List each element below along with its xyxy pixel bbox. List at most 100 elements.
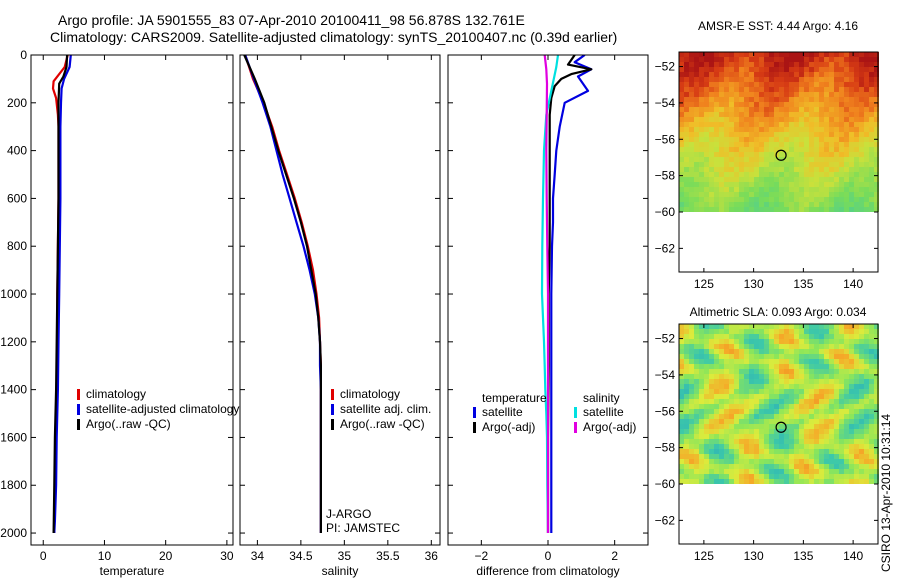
heatmap-cell: [719, 67, 724, 72]
heatmap-cell: [759, 77, 764, 82]
heatmap-cell: [819, 469, 824, 474]
heatmap-cell: [699, 122, 704, 127]
heatmap-cell: [724, 57, 729, 62]
heatmap-cell: [769, 192, 774, 197]
heatmap-cell: [864, 72, 869, 77]
heatmap-cell: [809, 449, 814, 454]
heatmap-cell: [714, 399, 719, 404]
heatmap-cell: [769, 389, 774, 394]
legend-swatch: [574, 422, 577, 433]
heatmap-cell: [694, 97, 699, 102]
heatmap-cell: [844, 364, 849, 369]
heatmap-cell: [874, 122, 879, 127]
heatmap-cell: [759, 479, 764, 484]
heatmap-cell: [719, 202, 724, 207]
heatmap-cell: [759, 444, 764, 449]
heatmap-cell: [774, 404, 779, 409]
heatmap-cell: [824, 172, 829, 177]
heatmap-cell: [849, 117, 854, 122]
heatmap-cell: [689, 157, 694, 162]
heatmap-cell: [739, 464, 744, 469]
heatmap-cell: [849, 172, 854, 177]
heatmap-cell: [714, 454, 719, 459]
heatmap-cell: [784, 192, 789, 197]
heatmap-cell: [819, 172, 824, 177]
heatmap-cell: [874, 354, 879, 359]
heatmap-cell: [709, 137, 714, 142]
heatmap-cell: [819, 409, 824, 414]
heatmap-cell: [709, 359, 714, 364]
heatmap-cell: [734, 464, 739, 469]
heatmap-cell: [759, 339, 764, 344]
heatmap-cell: [709, 394, 714, 399]
heatmap-cell: [764, 359, 769, 364]
heatmap-cell: [739, 122, 744, 127]
heatmap-cell: [874, 424, 879, 429]
heatmap-cell: [689, 167, 694, 172]
heatmap-cell: [789, 474, 794, 479]
heatmap-cell: [724, 82, 729, 87]
heatmap-cell: [754, 449, 759, 454]
heatmap-cell: [714, 379, 719, 384]
heatmap-cell: [744, 464, 749, 469]
heatmap-cell: [834, 152, 839, 157]
heatmap-cell: [739, 62, 744, 67]
heatmap-cell: [679, 434, 684, 439]
heatmap-cell: [779, 92, 784, 97]
heatmap-cell: [794, 444, 799, 449]
heatmap-cell: [859, 167, 864, 172]
heatmap-cell: [684, 67, 689, 72]
heatmap-cell: [694, 182, 699, 187]
heatmap-cell: [679, 167, 684, 172]
heatmap-cell: [799, 474, 804, 479]
heatmap-cell: [794, 87, 799, 92]
heatmap-cell: [864, 444, 869, 449]
heatmap-cell: [739, 444, 744, 449]
heatmap-cell: [724, 374, 729, 379]
heatmap-cell: [769, 207, 774, 212]
heatmap-cell: [749, 97, 754, 102]
heatmap-cell: [689, 399, 694, 404]
heatmap-cell: [679, 474, 684, 479]
heatmap-cell: [809, 424, 814, 429]
heatmap-cell: [689, 187, 694, 192]
heatmap-cell: [729, 389, 734, 394]
heatmap-cell: [714, 389, 719, 394]
heatmap-cell: [694, 207, 699, 212]
heatmap-cell: [749, 384, 754, 389]
heatmap-cell: [739, 359, 744, 364]
heatmap-cell: [854, 87, 859, 92]
x-tick-label: 130: [744, 277, 764, 291]
heatmap-cell: [849, 464, 854, 469]
heatmap-cell: [794, 354, 799, 359]
heatmap-cell: [839, 384, 844, 389]
heatmap-cell: [694, 429, 699, 434]
heatmap-cell: [684, 107, 689, 112]
heatmap-cell: [719, 182, 724, 187]
heatmap-cell: [689, 132, 694, 137]
heatmap-cell: [689, 207, 694, 212]
heatmap-cell: [684, 187, 689, 192]
heatmap-cell: [689, 67, 694, 72]
heatmap-cell: [689, 97, 694, 102]
heatmap-cell: [789, 187, 794, 192]
heatmap-cell: [834, 459, 839, 464]
heatmap-cell: [789, 62, 794, 67]
heatmap-cell: [764, 152, 769, 157]
heatmap-cell: [684, 62, 689, 67]
heatmap-cell: [754, 354, 759, 359]
heatmap-cell: [794, 359, 799, 364]
heatmap-cell: [804, 474, 809, 479]
heatmap-cell: [859, 469, 864, 474]
heatmap-cell: [729, 409, 734, 414]
heatmap-cell: [684, 414, 689, 419]
heatmap-cell: [734, 359, 739, 364]
heatmap-cell: [739, 389, 744, 394]
heatmap-cell: [739, 394, 744, 399]
heatmap-cell: [759, 329, 764, 334]
legend-swatch: [331, 419, 334, 430]
heatmap-cell: [749, 122, 754, 127]
heatmap-cell: [709, 187, 714, 192]
heatmap-cell: [729, 122, 734, 127]
heatmap-cell: [769, 449, 774, 454]
